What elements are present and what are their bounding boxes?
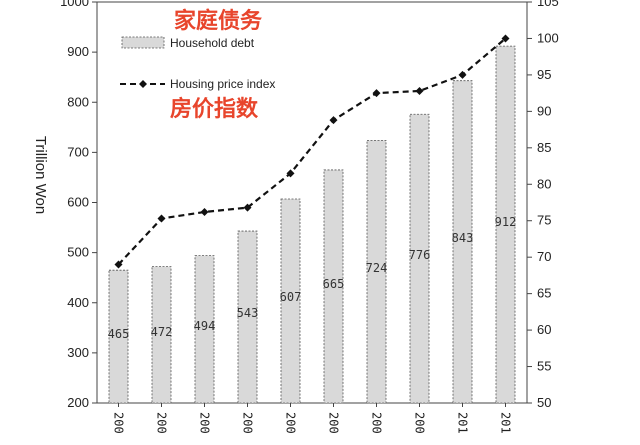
right-tick-label: 95 [537, 67, 551, 82]
x-axis: 200 200 200 200 200 200 200 200 201 201 [112, 403, 513, 434]
x-tick-label: 201 [456, 412, 470, 434]
legend-bar-swatch [121, 36, 165, 49]
left-tick-label: 300 [67, 345, 89, 360]
line-point [200, 207, 209, 216]
x-tick-label: 201 [499, 412, 513, 434]
bar [323, 169, 344, 404]
left-tick-label: 1000 [60, 0, 89, 9]
right-tick-label: 105 [537, 0, 559, 9]
right-tick-label: 65 [537, 286, 551, 301]
line-point [286, 169, 295, 178]
right-tick-label: 85 [537, 140, 551, 155]
line-point [157, 214, 166, 223]
left-tick-label: 400 [67, 295, 89, 310]
line-point [501, 34, 510, 43]
left-axis: 200 300 400 500 600 700 800 900 1000 [60, 0, 97, 410]
bar-series-household-debt [108, 45, 516, 404]
y-axis-label: Trillion Won [32, 136, 49, 214]
left-tick-label: 600 [67, 195, 89, 210]
left-tick-label: 800 [67, 94, 89, 109]
line-point [114, 260, 123, 269]
x-tick-label: 200 [198, 412, 212, 434]
bar-data-label: 494 [194, 319, 216, 333]
legend-label-housing-price-index: Housing price index [170, 77, 275, 91]
x-tick-label: 200 [241, 412, 255, 434]
left-tick-label: 700 [67, 144, 89, 159]
right-tick-label: 55 [537, 359, 551, 374]
right-tick-label: 70 [537, 249, 551, 264]
bar-data-label: 912 [495, 215, 517, 229]
x-tick-label: 200 [155, 412, 169, 434]
bar-data-label: 843 [452, 231, 474, 245]
line-point [372, 89, 381, 98]
right-tick-label: 60 [537, 322, 551, 337]
left-tick-label: 500 [67, 245, 89, 260]
x-tick-label: 200 [370, 412, 384, 434]
line-point [415, 86, 424, 95]
bar-data-label: 472 [151, 325, 173, 339]
bar-data-label: 665 [323, 277, 345, 291]
bar-data-label: 465 [108, 327, 130, 341]
bar-data-label: 776 [409, 248, 431, 262]
line-path [117, 37, 507, 266]
bar [409, 113, 430, 404]
legend-label-household-debt: Household debt [170, 36, 255, 50]
line-point [458, 70, 467, 79]
x-tick-label: 200 [413, 412, 427, 434]
right-tick-label: 50 [537, 395, 551, 410]
bar-data-label: 607 [280, 290, 302, 304]
left-tick-label: 900 [67, 44, 89, 59]
legend-line-marker [139, 80, 147, 88]
line-point [329, 116, 338, 125]
right-tick-label: 100 [537, 30, 559, 45]
right-tick-label: 90 [537, 103, 551, 118]
bar-data-label: 543 [237, 306, 259, 320]
right-axis: 50 55 60 65 70 75 80 85 90 95 100 105 [527, 0, 559, 410]
x-tick-label: 200 [284, 412, 298, 434]
x-tick-label: 200 [327, 412, 341, 434]
bar-data-labels: 465 472 494 543 607 665 724 776 843 912 [108, 215, 517, 341]
x-tick-label: 200 [112, 412, 126, 434]
bar-data-label: 724 [366, 261, 388, 275]
line-series-housing-price-index [114, 34, 510, 269]
right-tick-label: 75 [537, 213, 551, 228]
annotation-household-debt-cn: 家庭债务 [174, 8, 263, 34]
line-point [243, 203, 252, 212]
left-tick-label: 200 [67, 395, 89, 410]
annotation-housing-index-cn: 房价指数 [170, 96, 259, 122]
right-tick-label: 80 [537, 176, 551, 191]
legend: Household debt Housing price index 家庭债务 … [120, 8, 275, 122]
